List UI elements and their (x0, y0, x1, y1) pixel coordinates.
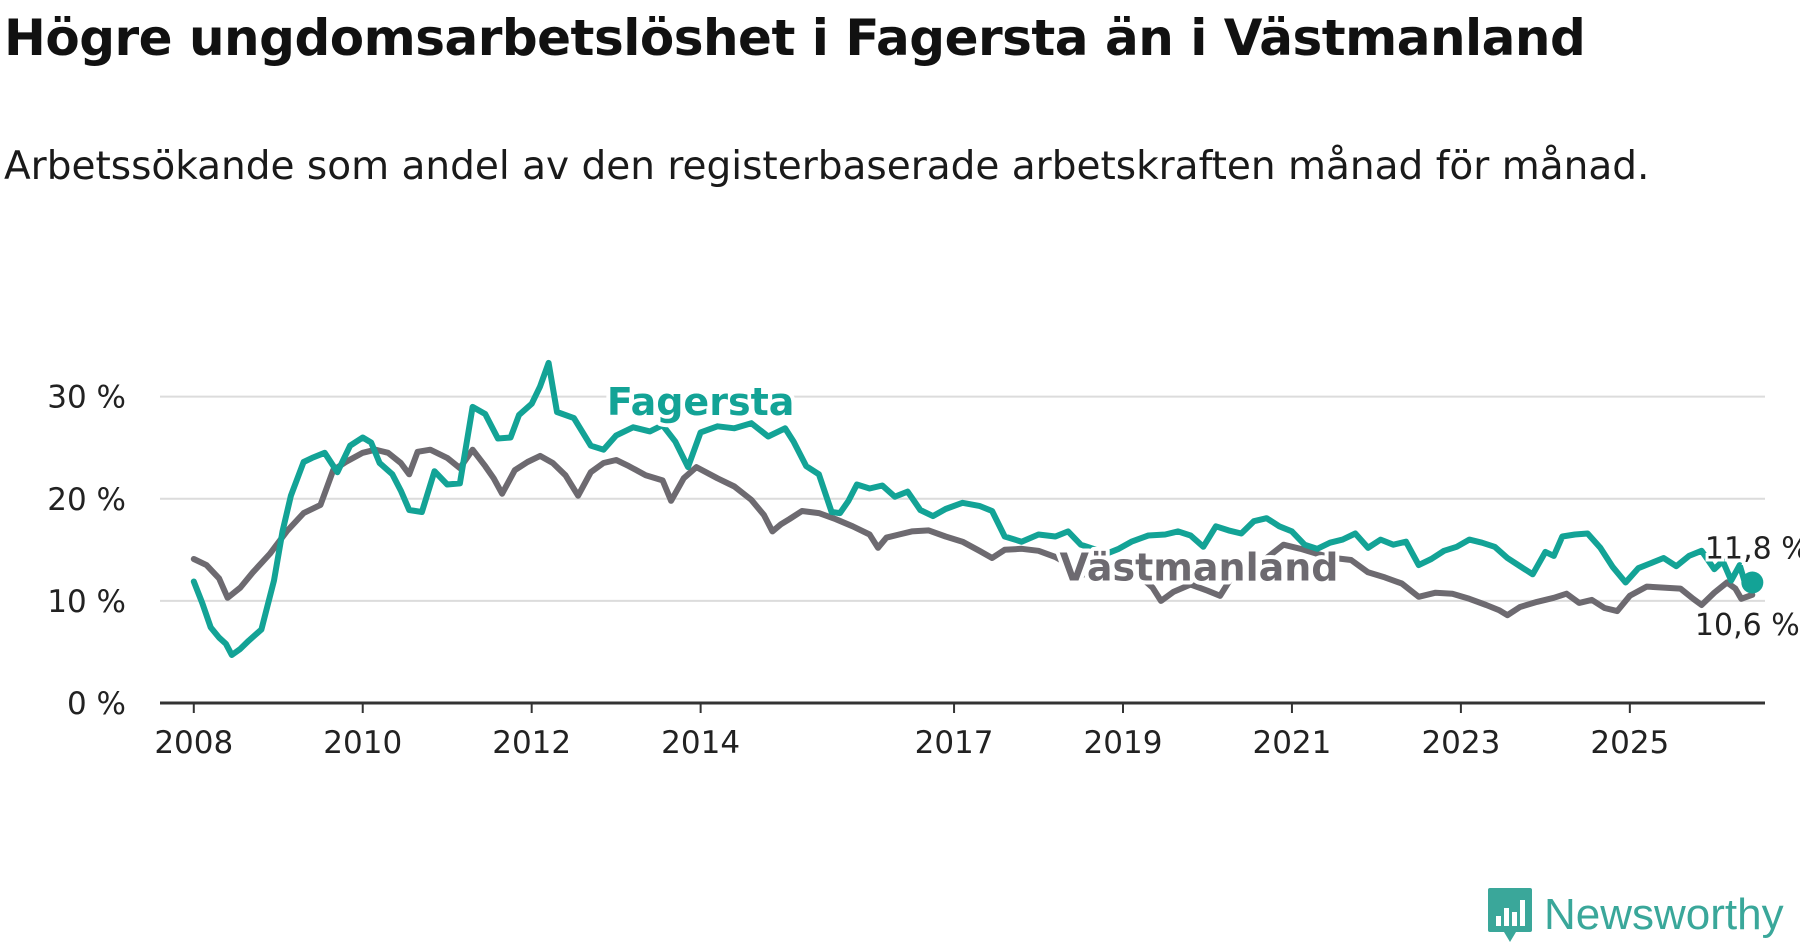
y-tick-label: 0 % (67, 686, 126, 722)
y-tick-label: 10 % (47, 584, 126, 620)
x-tick-label: 2021 (1252, 725, 1331, 761)
x-tick-label: 2017 (915, 725, 994, 761)
chart-title: Högre ungdomsarbetslöshet i Fagersta än … (4, 9, 1586, 67)
end-label-vstmanland: 10,6 % (1695, 608, 1800, 643)
chart-subtitle: Arbetssökande som andel av den registerb… (4, 144, 1650, 189)
newsworthy-logo: Newsworthy (1486, 886, 1784, 944)
x-tick-label: 2012 (492, 725, 571, 761)
x-tick-labels: 2008 2010 2012 2014 2017 2019 2021 2023 2025 (154, 703, 1669, 761)
x-tick-label: 2010 (323, 725, 402, 761)
series-label-fagersta: Fagersta (607, 380, 795, 424)
y-tick-label: 20 % (47, 482, 126, 518)
newsworthy-logo-icon (1488, 888, 1532, 942)
series-line-vstmanland (190, 446, 1756, 619)
y-tick-labels: 0 % 10 % 20 % 30 % (47, 380, 126, 722)
end-label-fagersta: 11,8 % (1705, 531, 1800, 566)
series-line-fagersta (190, 359, 1756, 658)
y-tick-label: 30 % (47, 380, 126, 416)
end-marker-fagersta (1741, 571, 1764, 594)
x-tick-label: 2019 (1084, 725, 1163, 761)
series-labels: Fagersta Västmanland 10,6 % 11,8 % (603, 376, 1800, 646)
series-label-vstmanland: Västmanland (1060, 545, 1339, 589)
x-tick-label: 2023 (1421, 725, 1500, 761)
x-tick-label: 2025 (1590, 725, 1669, 761)
newsworthy-logo-text: Newsworthy (1544, 890, 1784, 939)
series-lines (190, 359, 1756, 658)
x-tick-label: 2008 (154, 725, 233, 761)
x-tick-label: 2014 (661, 725, 740, 761)
